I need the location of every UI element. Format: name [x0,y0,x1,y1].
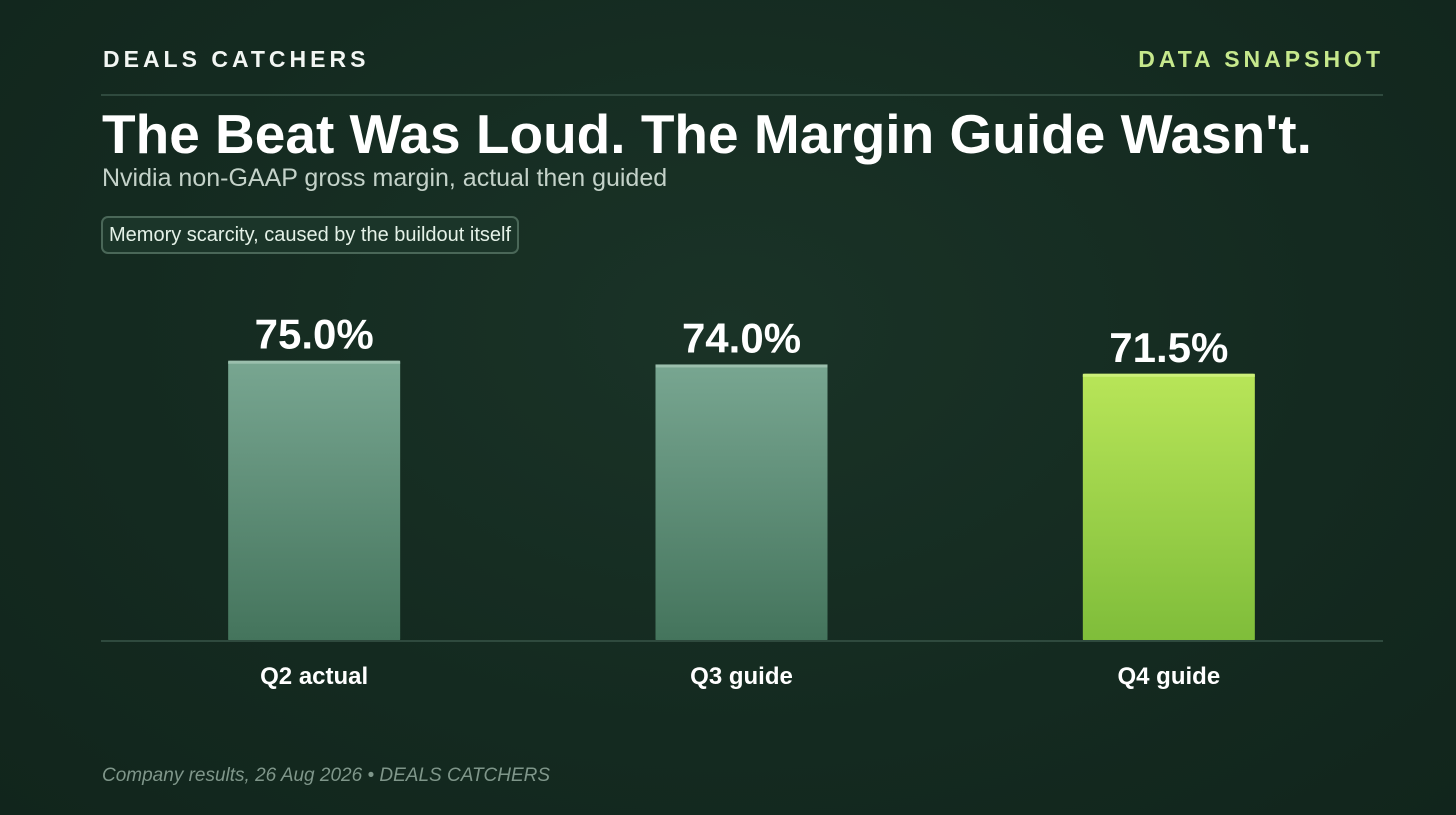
bar-2 [655,364,828,641]
bar-top-edge-3 [1082,373,1255,377]
brand-name: DEALS CATCHERS [103,46,370,72]
page-title: The Beat Was Loud. The Margin Guide Wasn… [102,103,1312,165]
category-label-3: Q4 guide [1117,663,1220,690]
source-note: Company results, 26 Aug 2026 • DEALS CAT… [102,765,551,786]
bar-value-label-2: 74.0% [682,314,801,361]
page-subtitle: Nvidia non-GAAP gross margin, actual the… [102,164,668,192]
bar-value-label-1: 75.0% [255,311,374,358]
category-label-2: Q3 guide [690,663,793,690]
callout-badge: Memory scarcity, caused by the buildout … [101,216,520,254]
bar-value-label-3: 71.5% [1109,324,1228,371]
bar-1 [228,360,401,641]
snapshot-tag: DATA SNAPSHOT [1138,46,1384,72]
bar-3 [1082,373,1255,641]
header-divider [101,94,1383,96]
bars-group: 75.0% Q2 actual 74.0% Q3 guide 71.5% Q4 guide [228,311,1255,690]
bar-top-edge-1 [228,360,401,364]
category-label-1: Q2 actual [260,663,368,690]
bar-top-edge-2 [655,364,828,368]
